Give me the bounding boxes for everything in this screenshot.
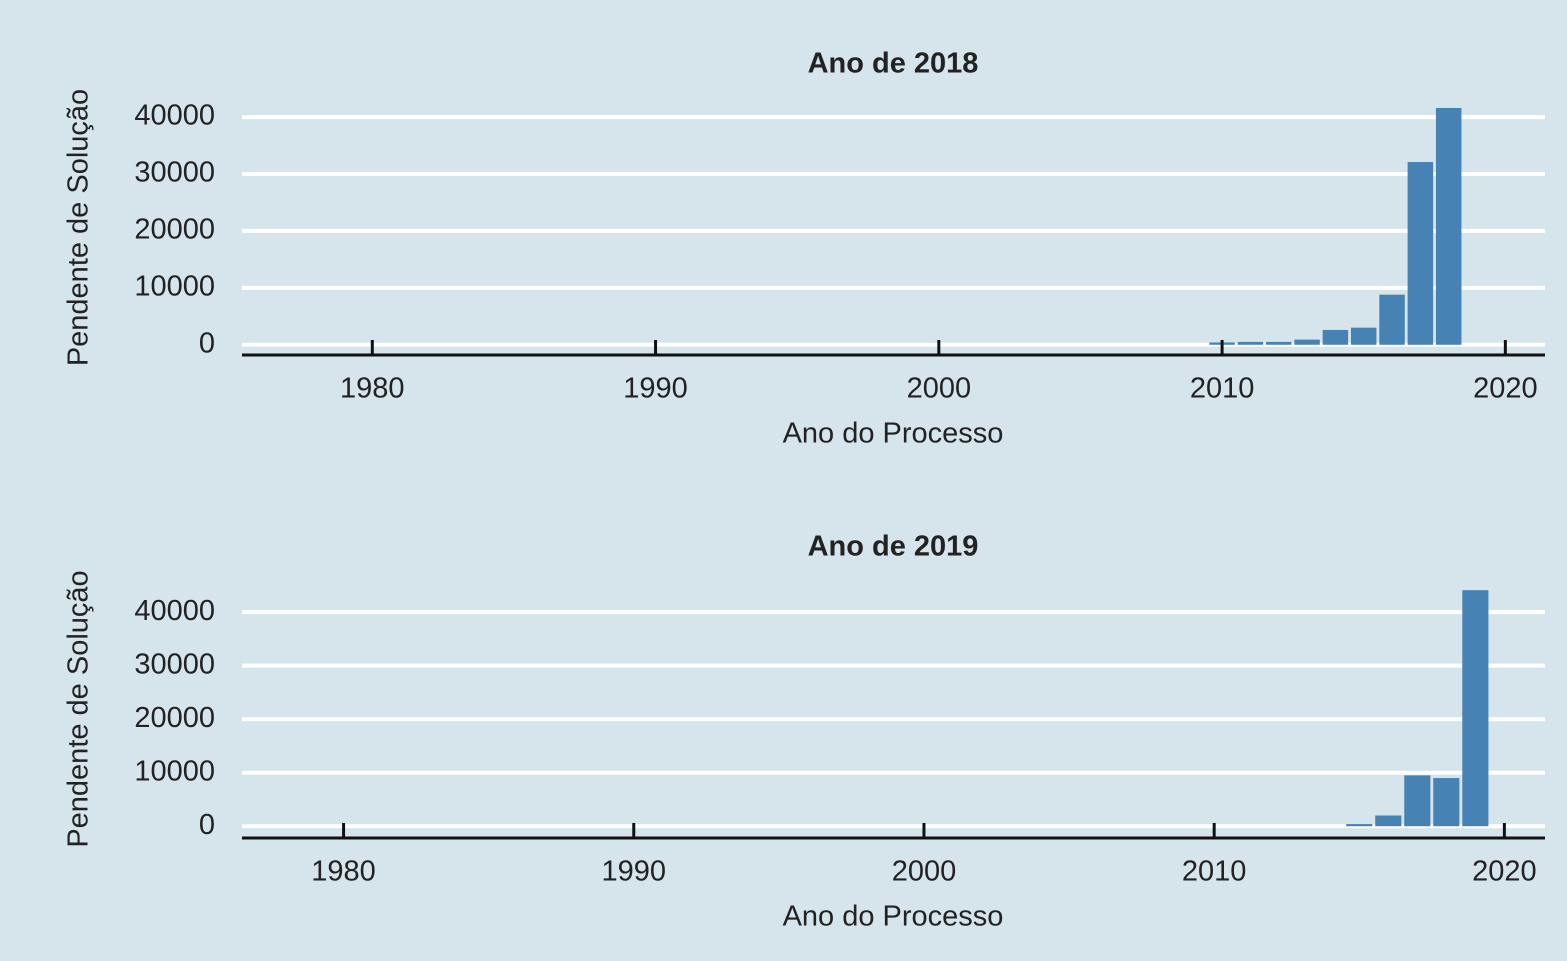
x-tick-label: 2010 [1190,373,1255,405]
bar [1404,775,1431,827]
x-tick-label: 2010 [1182,856,1247,888]
bar [1435,107,1462,345]
y-tick-label: 0 [199,327,215,359]
chart-title: Ano de 2018 [808,48,979,80]
y-tick-label: 0 [199,809,215,841]
bar [1462,590,1489,827]
y-tick-label: 10000 [134,755,215,787]
x-tick-label: 1990 [623,373,688,405]
bar [1433,778,1460,827]
y-tick-label: 40000 [134,100,215,132]
x-tick-label: 1980 [311,856,376,888]
y-tick-label: 30000 [134,157,215,189]
y-tick-label: 40000 [134,595,215,627]
bar [1265,341,1292,345]
bar [1294,339,1320,345]
bar [1375,815,1402,827]
x-tick-label: 2000 [892,856,957,888]
y-axis-label: Pendente de Solução [63,570,95,847]
bar [1350,327,1377,345]
y-tick-label: 30000 [134,648,215,680]
bar [1407,162,1434,345]
x-tick-label: 1980 [340,373,405,405]
y-tick-label: 10000 [134,270,215,302]
bar [1379,294,1405,345]
x-tick-label: 2020 [1472,856,1537,888]
bar [1237,341,1264,345]
x-tick-label: 2020 [1473,373,1538,405]
x-tick-label: 2000 [907,373,972,405]
bar [1322,329,1349,345]
chart-title: Ano de 2019 [808,531,979,563]
y-tick-label: 20000 [134,214,215,246]
bar [1346,824,1373,827]
x-axis-label: Ano do Processo [783,901,1004,933]
x-axis-label: Ano do Processo [783,418,1004,450]
y-axis-label: Pendente de Solução [63,89,95,366]
x-tick-label: 1990 [602,856,667,888]
y-tick-label: 20000 [134,702,215,734]
